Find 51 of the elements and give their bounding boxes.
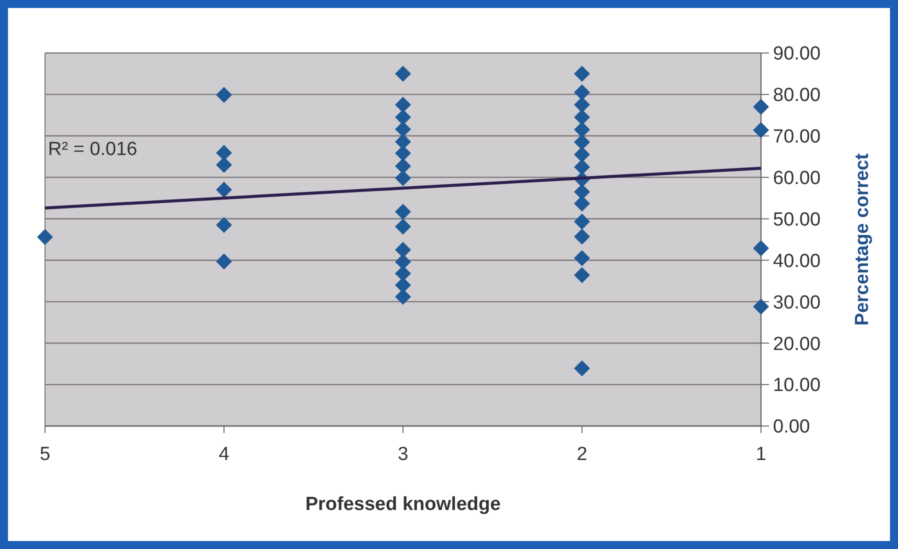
point: [395, 170, 411, 186]
y-tick-label: 60.00: [773, 168, 821, 189]
y-tick-label: 20.00: [773, 334, 821, 355]
point: [574, 66, 590, 82]
point: [574, 214, 590, 230]
point: [574, 84, 590, 100]
point: [574, 96, 590, 113]
x-tick-label: 1: [756, 444, 766, 465]
y-tick-label: 0.00: [773, 416, 810, 438]
annotation: R² = 0.016: [48, 139, 138, 160]
y-axis-title: Percentage correct: [852, 152, 873, 326]
point: [216, 144, 232, 161]
point: [395, 66, 411, 82]
x-tick-label: 4: [218, 444, 230, 465]
x-tick-label: 2: [576, 444, 588, 465]
point: [574, 184, 590, 200]
point: [753, 298, 769, 315]
y-tick-label: 10.00: [773, 375, 821, 396]
y-tick-label: 70.00: [773, 126, 821, 148]
y-tick-label: 50.00: [773, 209, 821, 230]
point: [574, 158, 590, 175]
point: [574, 109, 590, 126]
point: [37, 229, 53, 246]
point: [753, 98, 769, 115]
point: [753, 240, 769, 256]
point: [395, 218, 411, 235]
point: [574, 228, 590, 245]
point: [216, 182, 232, 198]
point: [216, 253, 232, 270]
y-tick-label: 80.00: [773, 85, 821, 106]
x-tick-label: 5: [40, 444, 50, 465]
point: [574, 122, 590, 138]
x-tick-label: 3: [398, 444, 408, 465]
y-tick-label: 30.00: [773, 292, 821, 314]
point: [395, 242, 411, 258]
point: [574, 360, 590, 376]
y-tick-label: 90.00: [773, 44, 821, 65]
point: [574, 267, 590, 284]
point: [395, 288, 411, 305]
x-axis-title: Professed knowledge: [305, 494, 501, 515]
point: [574, 250, 590, 266]
point: [574, 134, 590, 150]
point: [395, 96, 411, 113]
point: [753, 122, 769, 138]
point: [395, 121, 411, 138]
point: [395, 109, 411, 126]
point: [395, 204, 411, 220]
y-tick-label: 40.00: [773, 250, 821, 272]
point: [216, 216, 232, 233]
point: [216, 86, 232, 103]
point: [574, 146, 590, 163]
